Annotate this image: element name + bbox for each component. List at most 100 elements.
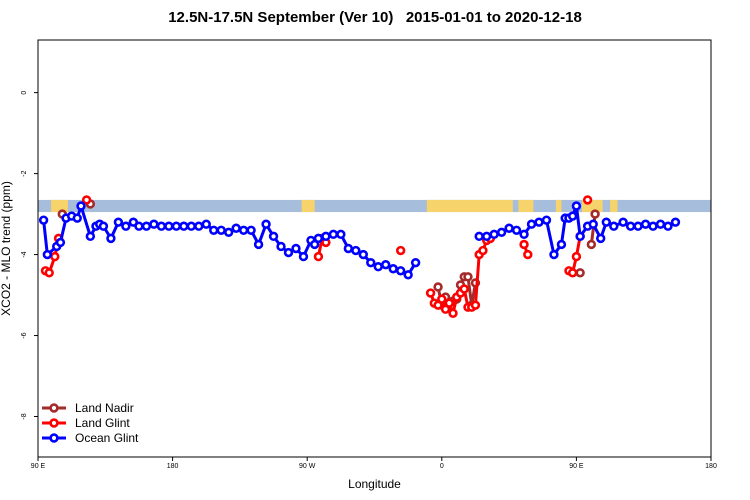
ocean-glint-point [113, 217, 124, 227]
x-axis-label: Longitude [348, 477, 401, 491]
ocean-glint-point [246, 225, 256, 235]
ocean-glint-point [283, 247, 294, 258]
land-band-segment [518, 199, 534, 213]
ocean-glint-point [291, 243, 301, 254]
ocean-glint-point [209, 225, 219, 235]
legend-marker [49, 403, 59, 413]
ocean-glint-point [511, 225, 522, 235]
ocean-glint-point [519, 229, 529, 240]
ocean-glint-point [253, 239, 264, 250]
ocean-glint-point [410, 257, 421, 268]
x-tick-label: 180 [167, 463, 179, 470]
ocean-glint-point [38, 215, 49, 225]
ocean-glint-line [42, 204, 417, 277]
ocean-glint-point [156, 221, 167, 231]
y-tick-label: -4 [21, 251, 28, 257]
legend-item-ocean-glint: Ocean Glint [42, 431, 139, 445]
ocean-glint-point [186, 221, 196, 231]
ocean-glint-point [121, 221, 131, 231]
ocean-glint-point [201, 219, 211, 229]
legend-label: Land Nadir [75, 401, 134, 415]
ocean-glint-point [588, 219, 598, 229]
land-nadir-point [590, 209, 600, 219]
land-nadir-line [589, 213, 597, 245]
y-tick-label: -2 [21, 170, 28, 176]
land-glint-point [44, 268, 54, 278]
ocean-glint-point [106, 233, 116, 244]
y-axis-label: XCO2 - MLO trend (ppm) [0, 181, 13, 316]
ocean-glint-point [321, 231, 331, 242]
legend-item-land-nadir: Land Nadir [42, 401, 134, 415]
ocean-glint-point [601, 217, 612, 227]
ocean-glint-point [76, 201, 86, 211]
ocean-glint-point [313, 233, 324, 244]
land-glint-point [519, 239, 529, 250]
ocean-glint-point [194, 221, 204, 231]
ocean-glint-point [625, 221, 636, 231]
land-glint-point [50, 251, 60, 262]
ocean-glint-point [55, 237, 66, 248]
legend-label: Land Glint [75, 416, 130, 430]
y-tick-label: -6 [21, 332, 28, 338]
plot-frame [37, 39, 712, 458]
ocean-glint-point [567, 211, 578, 221]
ocean-glint-point [223, 227, 234, 238]
series-land-nadir [57, 199, 600, 310]
chart-title: 12.5N-17.5N September (Ver 10) 2015-01-0… [168, 9, 582, 26]
ocean-glint-point [268, 231, 279, 242]
land-glint-point [313, 251, 324, 262]
land-glint-point [459, 284, 469, 294]
ocean-glint-point [298, 251, 309, 262]
ocean-glint-point [489, 229, 499, 240]
ocean-glint-point [231, 223, 241, 233]
ocean-glint-point [571, 201, 582, 211]
ocean-glint-point [141, 221, 152, 231]
ocean-glint-point [618, 217, 628, 227]
ocean-glint-point [373, 262, 383, 272]
y-tick-label: -8 [21, 413, 28, 419]
ocean-glint-point [42, 249, 53, 260]
legend-marker [49, 433, 59, 443]
x-tick-label: 0 [440, 463, 444, 470]
series-ocean-glint [38, 201, 681, 280]
ocean-glint-point [336, 229, 346, 240]
ocean-glint-point [648, 221, 658, 231]
land-band-segment [51, 199, 68, 213]
ocean-glint-point [85, 231, 96, 242]
land-glint-point [478, 245, 488, 256]
ocean-glint-point [381, 259, 391, 270]
ocean-glint-point [496, 227, 507, 238]
axis-layer: 90 E 180 90 W 0 90 E 180 0 -2 -4 -6 -8 [21, 91, 717, 470]
land-band-segment [610, 199, 618, 213]
land-glint-point [523, 249, 533, 260]
x-tick-label: 90 E [31, 463, 46, 470]
ocean-glint-point [395, 266, 406, 276]
ocean-glint-point [549, 249, 559, 260]
land-glint-point [470, 300, 481, 310]
land-glint-point [437, 294, 447, 304]
ocean-glint-point [670, 217, 681, 227]
ocean-glint-point [216, 225, 226, 235]
land-glint-point [444, 298, 454, 308]
ocean-glint-point [358, 249, 368, 260]
ocean-glint-point [534, 217, 544, 227]
land-glint-point [448, 308, 458, 318]
ocean-glint-point [351, 245, 361, 256]
ocean-band [38, 199, 711, 213]
ocean-glint-point [72, 213, 82, 223]
ocean-glint-point [276, 241, 286, 252]
ocean-glint-point [328, 229, 339, 240]
x-tick-label: 90 W [299, 463, 316, 470]
land-nadir-point [463, 272, 473, 282]
ocean-glint-point [526, 219, 537, 229]
ocean-glint-point [388, 264, 398, 274]
ocean-glint-point [238, 225, 249, 235]
ocean-glint-point [171, 221, 182, 231]
land-nadir-point [433, 282, 443, 292]
land-glint-point [567, 268, 578, 278]
ocean-glint-point [609, 221, 619, 231]
land-band-segment [426, 199, 513, 213]
x-tick-label: 180 [705, 463, 717, 470]
